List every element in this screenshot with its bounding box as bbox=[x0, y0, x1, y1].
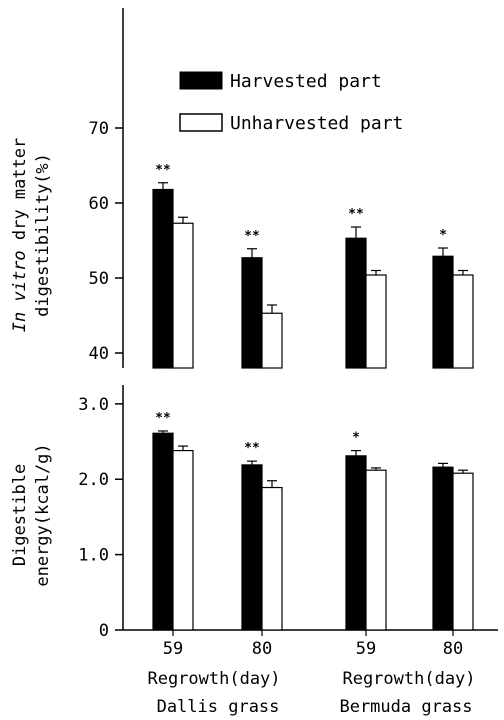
top-ytick-label: 70 bbox=[89, 119, 109, 139]
xlabel-regrowth-dallis: Regrowth(day) bbox=[147, 669, 280, 689]
top-bar-unharvested bbox=[365, 274, 387, 369]
top-significance-marker: ** bbox=[155, 163, 171, 178]
top-bar-unharvested bbox=[452, 274, 474, 369]
top-bar-harvested bbox=[152, 188, 174, 369]
top-bar-harvested bbox=[345, 237, 367, 369]
bottom-significance-marker: ** bbox=[244, 441, 260, 456]
top-ylabel-line2: digestibility(%) bbox=[33, 153, 53, 317]
top-bar-unharvested bbox=[172, 222, 194, 369]
bottom-ytick-label: 0 bbox=[99, 621, 109, 641]
bottom-ylabel-line2: energy(kcal/g) bbox=[33, 443, 53, 586]
group-label-bermuda: Bermuda grass bbox=[339, 697, 472, 717]
legend-label-unharvested: Unharvested part bbox=[230, 113, 403, 134]
top-ytick-label: 60 bbox=[89, 194, 109, 214]
bottom-ylabel-line1: Digestible bbox=[10, 464, 30, 566]
top-significance-marker: * bbox=[439, 228, 447, 243]
bottom-significance-marker: ** bbox=[155, 411, 171, 426]
bottom-ytick-label: 1.0 bbox=[78, 546, 109, 566]
bottom-ytick-label: 2.0 bbox=[78, 470, 109, 490]
xlabel-regrowth-bermuda: Regrowth(day) bbox=[342, 669, 475, 689]
top-bar-unharvested bbox=[261, 312, 283, 369]
legend-swatch-harvested bbox=[179, 71, 223, 90]
top-ytick-label: 50 bbox=[89, 269, 109, 289]
bottom-bar-harvested bbox=[241, 464, 263, 631]
group-label-dallis: Dallis grass bbox=[157, 697, 280, 717]
xtick-dallis-59: 59 bbox=[163, 639, 183, 659]
bottom-ytick-label: 3.0 bbox=[78, 395, 109, 415]
xtick-dallis-80: 80 bbox=[252, 639, 272, 659]
bottom-bar-harvested bbox=[152, 432, 174, 631]
top-ytick-label: 40 bbox=[89, 344, 109, 364]
top-ylabel-line1: In vitro dry matter bbox=[10, 138, 30, 332]
top-significance-marker: ** bbox=[244, 229, 260, 244]
bottom-bar-unharvested bbox=[261, 486, 283, 631]
top-significance-marker: ** bbox=[348, 207, 364, 222]
bottom-bar-harvested bbox=[345, 455, 367, 631]
bottom-bar-unharvested bbox=[172, 449, 194, 631]
legend-swatch-unharvested bbox=[179, 113, 223, 132]
bottom-bar-unharvested bbox=[452, 472, 474, 631]
legend-label-harvested: Harvested part bbox=[230, 71, 382, 92]
bottom-bar-harvested bbox=[432, 466, 454, 631]
bottom-significance-marker: * bbox=[352, 431, 360, 446]
bottom-bar-unharvested bbox=[365, 469, 387, 631]
top-bar-harvested bbox=[241, 257, 263, 369]
xtick-bermuda-80: 80 bbox=[443, 639, 463, 659]
xtick-bermuda-59: 59 bbox=[356, 639, 376, 659]
top-bar-harvested bbox=[432, 255, 454, 369]
